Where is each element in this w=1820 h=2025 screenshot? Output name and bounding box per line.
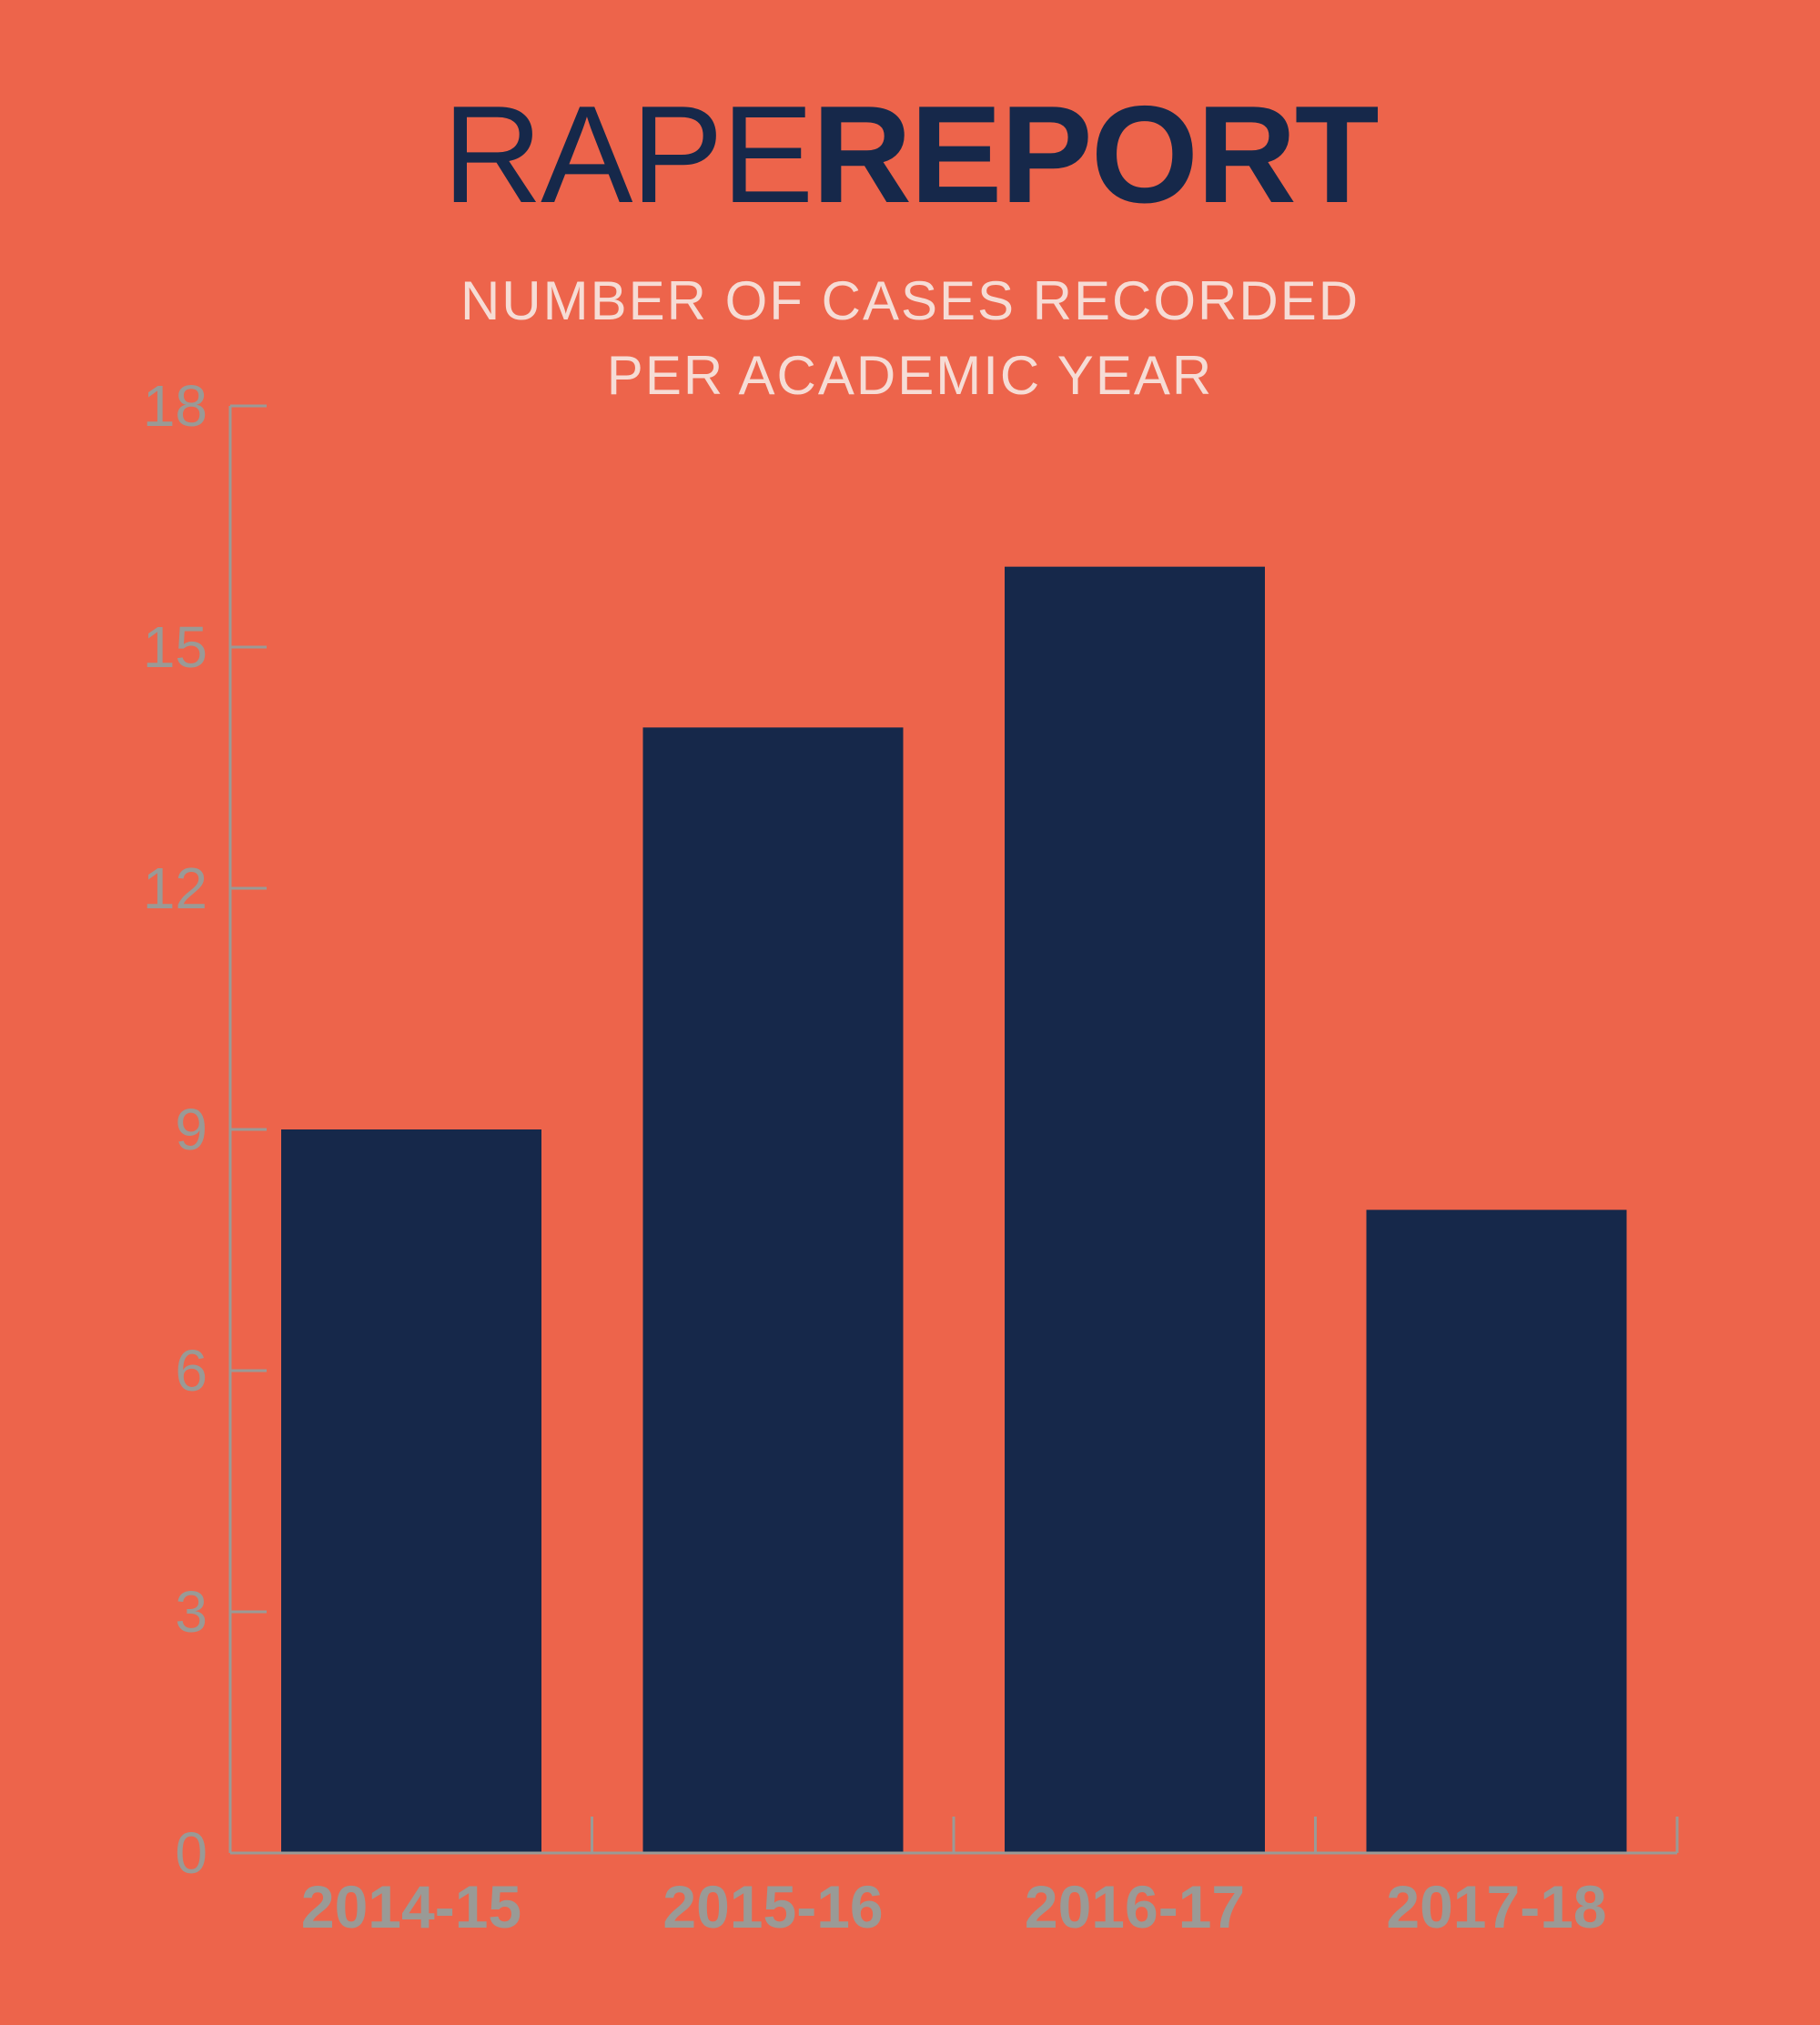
bar-2017-18: [1366, 1210, 1627, 1853]
chart-title: RAPEREPORT: [0, 82, 1820, 228]
title-bold: REPORT: [812, 77, 1379, 232]
subtitle-line-1: NUMBER OF CASES RECORDED: [460, 270, 1360, 331]
x-tick-label-2016-17: 2016-17: [1025, 1873, 1245, 1940]
y-tick-label-12: 12: [143, 856, 207, 921]
y-tick-label-15: 15: [143, 614, 207, 680]
y-tick-label-6: 6: [175, 1338, 207, 1403]
tick-labels-group: 0 3 6 9 12 15 18 2014-15 2015-16 2016-17 2017-18: [143, 373, 1607, 1940]
subtitle-line-2: PER ACADEMIC YEAR: [606, 345, 1214, 406]
bar-2016-17: [1005, 566, 1265, 1853]
chart-subtitle: NUMBER OF CASES RECORDED PER ACADEMIC YE…: [0, 264, 1820, 413]
y-tick-label-0: 0: [175, 1820, 207, 1886]
title-light: RAPE: [442, 77, 814, 232]
y-tick-label-9: 9: [175, 1097, 207, 1162]
bar-2014-15: [281, 1129, 541, 1853]
axes-group: [228, 404, 1679, 1855]
y-tick-label-18: 18: [143, 373, 207, 439]
bars-group: [281, 566, 1627, 1854]
bar-2015-16: [642, 727, 904, 1854]
x-tick-label-2014-15: 2014-15: [301, 1873, 521, 1940]
x-tick-label-2017-18: 2017-18: [1386, 1873, 1606, 1940]
x-tick-label-2015-16: 2015-16: [662, 1873, 883, 1940]
y-tick-label-3: 3: [175, 1579, 207, 1645]
